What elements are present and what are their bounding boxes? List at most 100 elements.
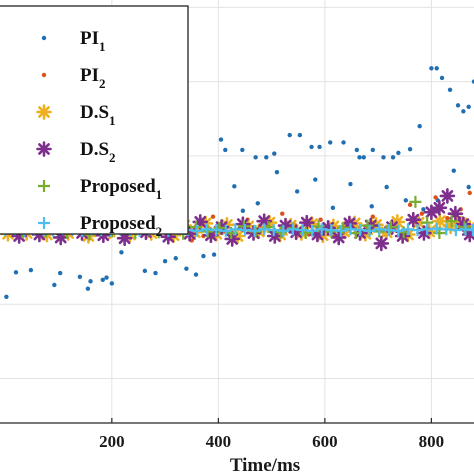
data-point — [334, 224, 347, 237]
data-point — [419, 211, 425, 216]
data-point — [52, 282, 57, 288]
data-point — [88, 279, 93, 284]
data-point — [294, 189, 300, 194]
data-point — [466, 184, 471, 190]
data-point — [363, 224, 376, 237]
data-point — [28, 267, 34, 273]
data-point — [77, 274, 83, 280]
data-point — [173, 256, 178, 261]
data-point — [317, 144, 322, 150]
data-point — [306, 224, 319, 237]
data-point — [403, 198, 409, 203]
data-point — [354, 147, 360, 153]
data-point — [210, 214, 216, 219]
data-point — [439, 188, 456, 204]
x-tick-label: 800 — [419, 432, 445, 451]
data-point — [223, 147, 228, 153]
legend-label-subscript: 1 — [99, 39, 106, 54]
data-point — [348, 181, 353, 187]
data-point — [240, 208, 246, 213]
data-point — [184, 266, 189, 271]
data-point — [248, 224, 261, 237]
data-point — [341, 140, 346, 145]
data-point — [57, 270, 63, 276]
data-point — [328, 140, 333, 145]
data-point — [240, 147, 245, 153]
data-point — [392, 224, 405, 237]
data-point — [421, 207, 426, 212]
data-point — [218, 137, 224, 142]
data-point — [313, 177, 318, 182]
axes: 200 400 600 800 Time/ms — [0, 418, 474, 474]
data-point — [298, 214, 315, 231]
data-point — [255, 201, 260, 206]
data-point — [275, 226, 288, 239]
data-point — [162, 259, 168, 264]
data-point — [373, 235, 390, 252]
data-point — [370, 147, 376, 153]
x-axis-label: Time/ms — [230, 455, 300, 474]
data-point — [13, 270, 19, 275]
legend-box — [0, 5, 189, 235]
data-point — [109, 281, 115, 286]
data-point — [369, 204, 374, 209]
data-point — [466, 224, 474, 237]
data-point — [405, 211, 422, 228]
legend-marker — [38, 217, 50, 229]
data-point — [272, 151, 277, 156]
data-point — [384, 184, 389, 190]
data-point — [219, 224, 232, 237]
data-point — [396, 150, 401, 156]
legend-marker — [36, 104, 52, 120]
legend-label-subscript: 2 — [156, 224, 163, 239]
legend-marker — [41, 72, 47, 78]
data-point — [253, 155, 258, 160]
legend-marker — [38, 180, 50, 192]
data-point — [104, 275, 109, 280]
data-point — [445, 215, 450, 221]
data-point — [381, 155, 386, 160]
data-point — [467, 190, 472, 196]
data-point — [390, 155, 396, 160]
x-tick-label: 200 — [99, 432, 125, 451]
data-point — [447, 87, 453, 92]
series-pi-1 — [4, 66, 474, 300]
data-point — [191, 224, 204, 237]
data-point — [297, 132, 303, 138]
legend-label-subscript: 2 — [99, 76, 106, 91]
data-point — [274, 169, 280, 175]
data-point — [287, 132, 292, 138]
x-tick-label: 600 — [312, 432, 338, 451]
data-point — [434, 66, 439, 71]
data-point — [211, 252, 217, 257]
data-point — [409, 195, 422, 208]
legend-label-subscript: 2 — [109, 150, 116, 165]
legend-marker — [36, 141, 52, 157]
data-point — [433, 195, 438, 200]
data-point — [4, 294, 9, 300]
data-point — [466, 104, 471, 110]
data-point — [153, 270, 158, 276]
data-point — [330, 205, 336, 210]
data-point — [277, 224, 290, 237]
data-point — [471, 79, 474, 84]
data-point — [407, 146, 413, 152]
legend-label-subscript: 1 — [156, 187, 163, 202]
data-point — [431, 199, 448, 216]
data-point — [85, 286, 91, 291]
data-point — [361, 155, 366, 160]
data-point — [309, 144, 314, 150]
data-point — [100, 277, 105, 282]
data-point — [417, 123, 422, 129]
data-point — [407, 202, 413, 208]
data-point — [119, 250, 124, 255]
data-point — [370, 214, 376, 219]
data-point — [280, 211, 285, 216]
data-point — [439, 75, 445, 81]
data-point — [142, 268, 148, 274]
data-point — [201, 253, 206, 259]
legend-label-subscript: 1 — [109, 113, 116, 128]
data-point — [455, 103, 461, 108]
